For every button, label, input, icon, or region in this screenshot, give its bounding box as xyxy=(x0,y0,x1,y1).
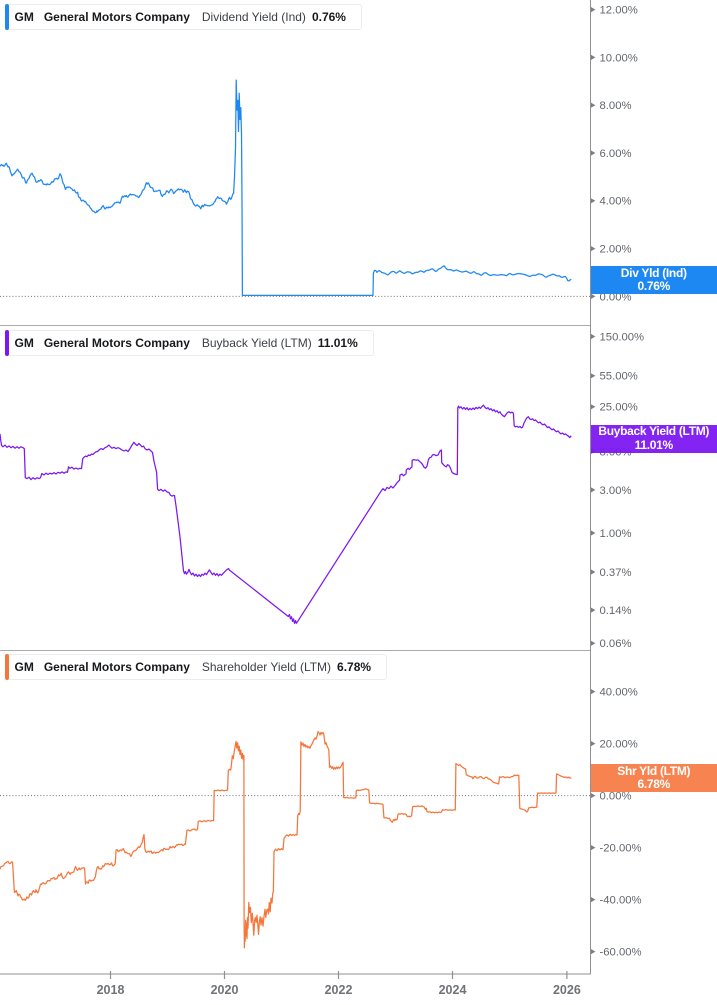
svg-text:2.00%: 2.00% xyxy=(600,244,632,256)
svg-text:2018: 2018 xyxy=(97,983,125,997)
svg-text:10.00%: 10.00% xyxy=(600,52,638,64)
svg-text:-20.00%: -20.00% xyxy=(600,843,642,855)
svg-text:3.00%: 3.00% xyxy=(600,485,632,497)
svg-text:2022: 2022 xyxy=(325,983,353,997)
svg-text:12.00%: 12.00% xyxy=(600,5,638,17)
svg-text:0.37%: 0.37% xyxy=(600,567,632,579)
svg-text:-60.00%: -60.00% xyxy=(600,947,642,959)
svg-text:150.00%: 150.00% xyxy=(600,331,645,343)
svg-text:20.00%: 20.00% xyxy=(600,739,638,751)
svg-text:2024: 2024 xyxy=(439,983,467,997)
svg-text:0.14%: 0.14% xyxy=(600,605,632,617)
svg-text:0.00%: 0.00% xyxy=(600,791,632,803)
svg-text:2020: 2020 xyxy=(211,983,239,997)
svg-text:1.00%: 1.00% xyxy=(600,528,632,540)
svg-text:8.00%: 8.00% xyxy=(600,100,632,112)
svg-text:2026: 2026 xyxy=(553,983,581,997)
svg-text:0.06%: 0.06% xyxy=(600,638,632,650)
svg-text:0.00%: 0.00% xyxy=(600,291,632,303)
svg-text:55.00%: 55.00% xyxy=(600,371,638,383)
svg-text:6.00%: 6.00% xyxy=(600,148,632,160)
svg-text:4.00%: 4.00% xyxy=(600,196,632,208)
svg-text:-40.00%: -40.00% xyxy=(600,895,642,907)
svg-text:40.00%: 40.00% xyxy=(600,687,638,699)
svg-text:25.00%: 25.00% xyxy=(600,402,638,414)
